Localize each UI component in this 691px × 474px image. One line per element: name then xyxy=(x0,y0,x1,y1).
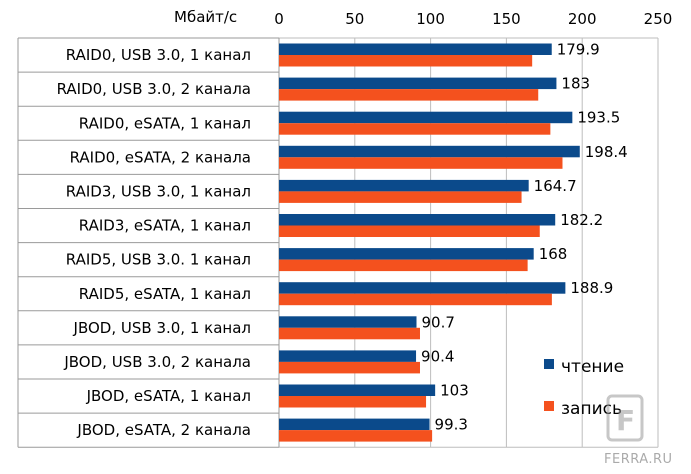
x-axis-ticks: 0 50 100 150 200 250 xyxy=(274,10,672,28)
legend-swatch-read xyxy=(544,359,554,369)
bar-write-9 xyxy=(279,361,420,374)
data-label-read: 90.4 xyxy=(421,347,454,365)
legend-label-read: чтение xyxy=(561,357,624,377)
bar-read-5 xyxy=(279,214,556,226)
bar-write-8 xyxy=(279,327,420,340)
x-tick-label: 200 xyxy=(568,10,597,28)
data-label-read: 188.9 xyxy=(570,279,613,297)
legend-label-write: запись xyxy=(561,399,622,419)
bar-read-11 xyxy=(279,418,430,431)
bar-read-6 xyxy=(279,248,534,260)
bar-read-1 xyxy=(279,77,557,90)
bar-read-0 xyxy=(279,43,552,55)
x-tick-label: 0 xyxy=(274,10,284,28)
ferra-logo-letter: F xyxy=(616,404,635,437)
x-tick-label: 100 xyxy=(416,10,445,28)
category-label: JBOD, eSATA, 1 канал xyxy=(86,387,251,405)
category-rows: RAID0, USB 3.0, 1 канал RAID0, USB 3.0, 2… xyxy=(17,37,280,448)
x-tick-label: 250 xyxy=(644,10,673,28)
bar-write-4 xyxy=(279,191,522,203)
bar-write-10 xyxy=(279,396,427,408)
bar-read-7 xyxy=(279,282,566,294)
bar-write-6 xyxy=(279,259,528,272)
bar-write-0 xyxy=(279,55,533,67)
category-label: RAID0, eSATA, 2 канала xyxy=(70,148,251,166)
ferra-logo-icon xyxy=(606,394,644,442)
bar-write-1 xyxy=(279,89,539,101)
data-label-read: 183 xyxy=(561,75,590,93)
category-label: RAID5, eSATA, 1 канал xyxy=(79,285,251,303)
data-label-read: 99.3 xyxy=(435,416,468,434)
x-tick-label: 50 xyxy=(345,10,364,28)
data-label-read: 193.5 xyxy=(577,109,620,127)
x-tick-label: 150 xyxy=(492,10,521,28)
bar-read-9 xyxy=(279,350,417,362)
bar-write-7 xyxy=(279,293,552,306)
category-label: RAID0, USB 3.0, 2 канала xyxy=(57,80,251,98)
data-label-read: 168 xyxy=(539,245,568,263)
data-label-read: 182.2 xyxy=(560,211,603,229)
unit-label: Мбайт/с xyxy=(174,8,237,26)
category-label: JBOD, USB 3.0, 2 канала xyxy=(63,353,251,371)
bar-write-11 xyxy=(279,430,433,442)
bar-read-2 xyxy=(279,111,573,124)
category-label: RAID5, USB 3.0. 1 канал xyxy=(66,251,251,269)
legend: чтение запись xyxy=(544,357,624,419)
bar-read-3 xyxy=(279,145,580,158)
data-label-read: 90.7 xyxy=(422,313,455,331)
ferra-watermark: F FERRA.RU xyxy=(604,394,673,467)
bar-write-5 xyxy=(279,225,540,237)
bar-read-10 xyxy=(279,384,436,396)
bars xyxy=(279,43,580,442)
legend-swatch-write xyxy=(544,401,554,411)
data-label-read: 198.4 xyxy=(585,143,628,161)
grid-lines xyxy=(278,37,659,448)
category-label: RAID0, USB 3.0, 1 канал xyxy=(66,46,251,64)
category-label: JBOD, USB 3.0, 1 канал xyxy=(73,319,251,337)
category-label: RAID0, eSATA, 1 канал xyxy=(79,114,251,132)
bar-read-4 xyxy=(279,179,529,192)
data-label-read: 179.9 xyxy=(557,41,600,59)
bar-write-3 xyxy=(279,157,563,169)
bar-write-2 xyxy=(279,123,551,135)
category-label: JBOD, eSATA, 2 канала xyxy=(76,421,251,439)
category-label: RAID3, USB 3.0, 1 канал xyxy=(66,182,251,200)
data-label-read: 103 xyxy=(440,382,469,400)
category-label: RAID3, eSATA, 1 канал xyxy=(79,217,251,235)
bar-read-8 xyxy=(279,316,417,328)
data-label-read: 164.7 xyxy=(534,177,577,195)
watermark-text: FERRA.RU xyxy=(604,452,673,467)
